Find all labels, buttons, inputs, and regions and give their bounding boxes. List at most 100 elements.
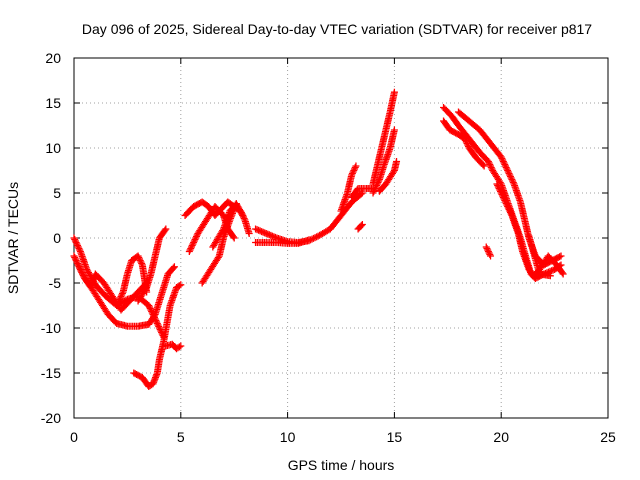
data-point-marker (499, 156, 507, 164)
data-point-marker (480, 162, 488, 170)
data-point-marker (73, 258, 81, 266)
data-point-marker (503, 165, 511, 173)
data-point-marker (498, 155, 506, 162)
data-point-marker (373, 180, 381, 188)
data-point-marker (509, 177, 517, 185)
data-point-marker (115, 297, 123, 305)
data-point-marker (503, 201, 511, 209)
data-point-marker (546, 272, 554, 280)
data-point-marker (114, 299, 122, 306)
data-point-marker (190, 237, 198, 245)
data-point-marker (484, 158, 492, 165)
data-point-marker (134, 252, 142, 260)
data-point-marker (72, 239, 80, 246)
data-point-marker (497, 153, 505, 161)
y-tick-label: 5 (53, 185, 61, 201)
data-point-marker (463, 140, 471, 147)
data-point-marker (147, 306, 155, 314)
data-point-marker (464, 141, 472, 149)
data-point-marker (369, 189, 377, 197)
data-point-marker (558, 269, 566, 277)
data-point-marker (462, 137, 470, 144)
data-point-marker (390, 126, 398, 134)
y-tick-label: -5 (49, 275, 62, 291)
data-point-marker (142, 285, 150, 293)
data-point-marker (150, 312, 158, 320)
x-tick-label: 0 (70, 429, 78, 445)
y-tick-label: 0 (53, 230, 61, 246)
data-point-marker (486, 161, 494, 168)
data-point-marker (371, 185, 379, 192)
data-point-marker (509, 179, 517, 186)
series-trace-23 (493, 180, 567, 280)
data-point-marker (374, 179, 382, 186)
data-point-marker (484, 248, 492, 255)
series-trace-17 (369, 126, 398, 197)
data-point-marker (390, 88, 398, 96)
data-point-marker (154, 321, 162, 329)
data-point-marker (559, 270, 567, 278)
data-point-marker (113, 302, 121, 309)
y-axis-label: SDTVAR / TECUs (5, 182, 21, 294)
data-point-marker (314, 232, 322, 240)
data-point-marker (495, 185, 503, 192)
data-point-marker (240, 215, 248, 222)
data-point-marker (73, 240, 81, 248)
data-point-marker (496, 188, 504, 195)
data-point-marker (214, 254, 222, 261)
data-point-marker (177, 342, 185, 350)
data-point-marker (118, 291, 126, 299)
data-point-marker (462, 138, 470, 146)
series-trace-22 (454, 108, 565, 269)
data-point-marker (187, 245, 195, 252)
data-point-marker (190, 239, 198, 246)
data-point-marker (484, 246, 492, 254)
data-point-marker (501, 198, 509, 206)
data-point-marker (245, 230, 253, 237)
x-tick-label: 20 (493, 429, 509, 445)
series-trace-21 (440, 117, 488, 170)
data-point-marker (79, 272, 87, 279)
data-point-marker (219, 227, 227, 234)
data-point-marker (79, 270, 87, 278)
data-point-marker (74, 243, 82, 251)
data-point-marker (71, 254, 79, 261)
data-point-marker (505, 206, 513, 213)
data-point-marker (138, 260, 146, 267)
axis-ticks (73, 57, 609, 419)
series-trace-6 (130, 281, 185, 390)
data-point-marker (506, 209, 514, 216)
data-point-marker (358, 189, 366, 197)
series-trace-24 (482, 243, 495, 260)
data-point-marker (77, 267, 85, 275)
data-point-marker (501, 161, 509, 168)
data-point-marker (153, 318, 161, 326)
data-point-marker (499, 158, 507, 165)
data-point-marker (501, 197, 509, 204)
data-point-marker (483, 245, 491, 252)
data-point-marker (351, 165, 359, 173)
data-point-marker (488, 165, 496, 173)
data-point-marker (76, 246, 84, 254)
data-point-marker (113, 300, 121, 308)
data-point-marker (487, 164, 495, 171)
data-point-marker (311, 234, 319, 242)
y-tick-label: -10 (41, 320, 61, 336)
data-point-marker (502, 200, 510, 207)
y-tick-label: 20 (45, 50, 61, 66)
data-point-marker (352, 162, 360, 170)
data-point-marker (310, 234, 318, 242)
data-point-marker (238, 210, 246, 218)
x-tick-label: 10 (280, 429, 296, 445)
data-point-marker (507, 210, 515, 218)
data-point-marker (487, 162, 495, 170)
axis-tick-labels: 0 5 10 15 20 25 -20 -15 -10 -5 0 5 10 15 20 (41, 50, 616, 445)
x-tick-label: 25 (600, 429, 616, 445)
data-point-marker (389, 168, 397, 176)
x-tick-label: 15 (387, 429, 403, 445)
data-point-marker (135, 254, 143, 261)
data-marks (70, 88, 567, 390)
series-trace-18 (375, 158, 401, 195)
data-point-marker (175, 343, 183, 351)
